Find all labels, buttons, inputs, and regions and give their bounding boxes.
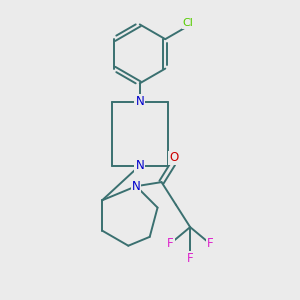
Text: F: F (206, 237, 213, 250)
Text: N: N (135, 159, 144, 172)
Text: Cl: Cl (183, 18, 194, 28)
Text: N: N (135, 95, 144, 108)
Text: N: N (132, 180, 140, 193)
Text: F: F (167, 237, 174, 250)
Text: F: F (187, 252, 194, 265)
Text: O: O (169, 152, 178, 164)
